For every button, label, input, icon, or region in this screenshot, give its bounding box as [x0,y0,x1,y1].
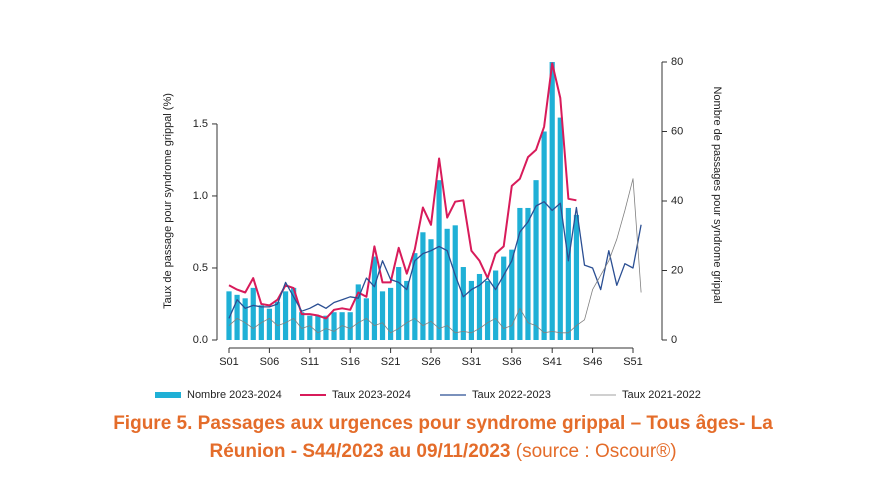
y2-tick-label: 0 [671,334,677,346]
bar [396,267,402,340]
y-tick-label: 1.0 [193,190,208,202]
bar [484,280,491,340]
y-tick-label: 0.5 [193,262,208,274]
bar [242,298,248,340]
bar [371,256,378,340]
y2-axis-label: Nombre de passages pour syndrome grippal [711,86,723,303]
y-tick-label: 0.0 [193,334,208,346]
y2-tick-label: 20 [671,264,683,276]
bar [525,207,531,340]
bar [517,207,523,340]
y2-tick-label: 60 [671,125,683,137]
y2-tick-label: 40 [671,195,683,207]
y-tick-label: 1.5 [193,118,208,130]
bar [347,312,353,340]
bar [266,308,272,340]
bar [282,291,289,340]
bar [573,214,580,340]
caption-source: (source : Oscour®) [515,441,677,462]
x-tick-label: S16 [340,356,360,368]
bar [339,312,345,340]
bar [404,280,410,340]
bar [323,315,329,340]
bar [549,62,555,340]
bar [234,294,240,340]
bar [363,298,369,340]
bar [315,315,321,340]
line [228,201,642,319]
line [228,62,577,320]
x-tick-label: S21 [381,356,401,368]
x-tick-label: S46 [583,356,603,368]
bar [533,180,539,340]
legend-label: Taux 2022-2023 [472,389,551,401]
x-tick-label: S51 [623,356,643,368]
bar [420,232,426,340]
x-tick-label: S41 [542,356,562,368]
bar [468,280,474,340]
x-tick-label: S01 [219,356,239,368]
x-tick-label: S11 [300,356,319,368]
x-tick-label: S26 [421,356,441,368]
bar [557,117,563,340]
bar [388,287,394,340]
x-tick-label: S31 [462,356,482,368]
legend-label: Nombre 2023-2024 [187,389,282,401]
bar [501,256,507,340]
line [228,178,642,334]
bar [355,284,361,340]
caption: Figure 5. Passages aux urgences pour syn… [100,410,786,466]
bar [274,301,281,340]
bar [565,207,571,340]
bar [460,267,466,340]
y2-tick-label: 80 [671,56,683,68]
bar [299,312,305,340]
bar [250,287,256,340]
caption-title: Figure 5. Passages aux urgences pour syn… [113,413,773,462]
bar [291,287,297,340]
bar [493,270,499,340]
bar [444,228,450,340]
bar [307,315,313,340]
legend-swatch [155,392,181,398]
bar [452,225,458,340]
bar [476,273,483,340]
legend-label: Taux 2021-2022 [622,389,701,401]
bar [226,291,232,340]
x-tick-label: S06 [260,356,280,368]
bar [428,239,434,340]
bar [436,180,442,340]
y-axis-label: Taux de passage pour syndrome grippal (%… [162,93,174,309]
bar [379,291,386,340]
bar [509,249,515,340]
legend-label: Taux 2023-2024 [332,389,411,401]
bar [541,131,547,340]
bar [331,312,337,340]
x-tick-label: S36 [502,356,522,368]
bar [412,253,418,340]
